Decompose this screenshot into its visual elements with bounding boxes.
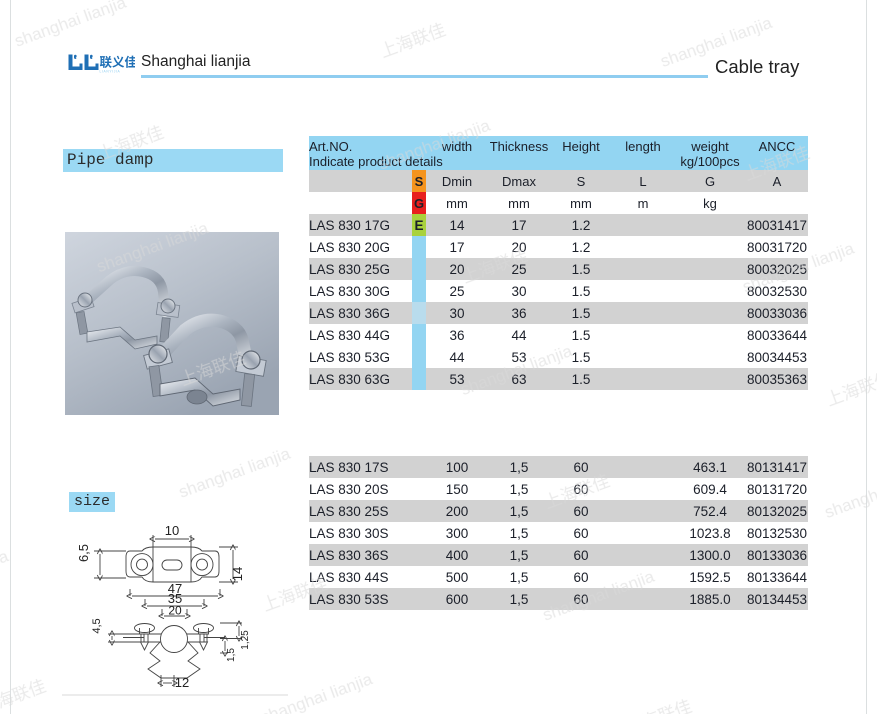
svg-text:4,5: 4,5	[91, 618, 103, 633]
svg-text:LIANYIJIA: LIANYIJIA	[100, 70, 121, 74]
svg-text:12: 12	[175, 675, 189, 690]
svg-text:10: 10	[165, 523, 179, 538]
svg-text:6,5: 6,5	[76, 544, 91, 562]
svg-text:联义佳: 联义佳	[100, 53, 136, 71]
svg-text:1,5: 1,5	[226, 648, 237, 662]
svg-text:14: 14	[230, 567, 245, 581]
svg-text:20: 20	[168, 604, 182, 618]
svg-text:1,25: 1,25	[240, 630, 251, 650]
